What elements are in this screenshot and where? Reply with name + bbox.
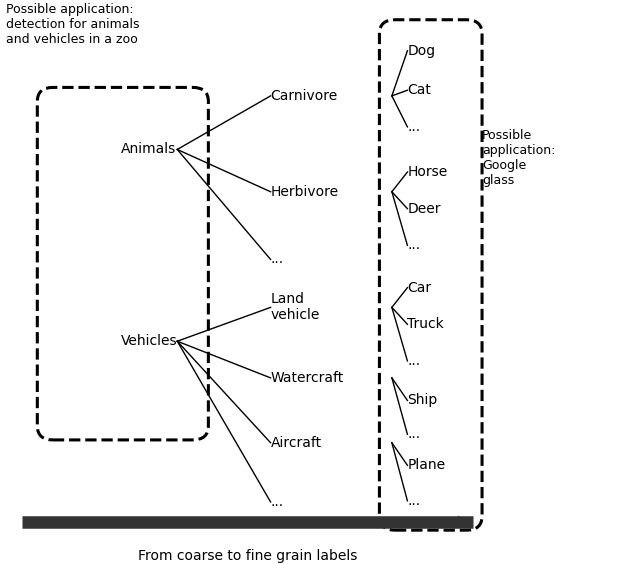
Text: From coarse to fine grain labels: From coarse to fine grain labels (137, 549, 357, 563)
Text: ...: ... (407, 120, 420, 134)
Text: Possible application:
detection for animals
and vehicles in a zoo: Possible application: detection for anim… (6, 3, 140, 46)
Text: Cat: Cat (407, 83, 431, 97)
Text: Dog: Dog (407, 44, 435, 58)
Text: Ship: Ship (407, 394, 438, 407)
Text: ...: ... (407, 354, 420, 368)
Text: ...: ... (407, 239, 420, 252)
Text: Truck: Truck (407, 318, 444, 331)
Text: Animals: Animals (121, 143, 177, 156)
Text: Horse: Horse (407, 165, 448, 179)
Text: Herbivore: Herbivore (271, 185, 339, 199)
Text: ...: ... (271, 253, 284, 266)
Text: Car: Car (407, 281, 432, 294)
Text: ...: ... (407, 494, 420, 508)
Text: Watercraft: Watercraft (271, 371, 344, 385)
Text: ...: ... (271, 495, 284, 509)
Text: Vehicles: Vehicles (121, 334, 178, 348)
Text: Carnivore: Carnivore (271, 89, 338, 103)
Text: Deer: Deer (407, 202, 441, 215)
Text: Land
vehicle: Land vehicle (271, 292, 320, 323)
Text: Possible
application:
Google
glass: Possible application: Google glass (482, 129, 555, 187)
Text: Plane: Plane (407, 459, 445, 472)
Text: ...: ... (407, 428, 420, 441)
Text: Aircraft: Aircraft (271, 436, 322, 450)
